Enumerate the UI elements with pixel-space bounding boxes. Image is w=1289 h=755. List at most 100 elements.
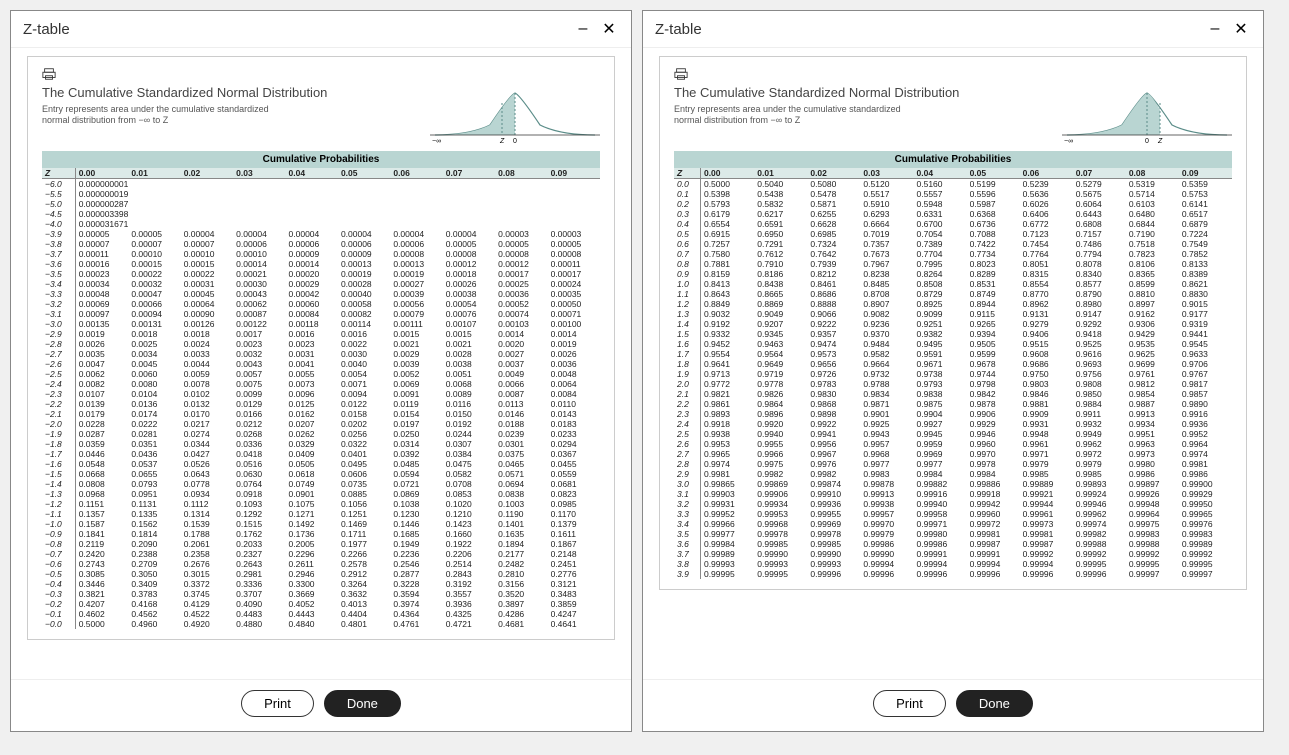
table-wrap-left: Cumulative Probabilities Z0.000.010.020.… <box>42 151 600 629</box>
table-row: −0.90.18410.18140.17880.17620.17360.1711… <box>42 529 600 539</box>
table-row: −0.50.30850.30500.30150.29810.29460.2912… <box>42 569 600 579</box>
column-header: Z <box>674 168 700 179</box>
svg-text:0: 0 <box>513 138 517 145</box>
table-row: −2.80.00260.00250.00240.00230.00230.0022… <box>42 339 600 349</box>
column-header: 0.05 <box>967 168 1020 179</box>
table-row: 1.00.84130.84380.84610.84850.85080.85310… <box>674 279 1232 289</box>
table-row: −4.00.000031671 <box>42 219 600 229</box>
table-row: 2.20.98610.98640.98680.98710.98750.98780… <box>674 399 1232 409</box>
table-row: 2.40.99180.99200.99220.99250.99270.99290… <box>674 419 1232 429</box>
column-header: 0.09 <box>548 168 600 179</box>
table-row: −2.20.01390.01360.01320.01290.01250.0122… <box>42 399 600 409</box>
table-row: 1.60.94520.94630.94740.94840.94950.95050… <box>674 339 1232 349</box>
table-row: 0.00.50000.50400.50800.51200.51600.51990… <box>674 179 1232 190</box>
table-row: −0.20.42070.41680.41290.40900.40520.4013… <box>42 599 600 609</box>
column-header: 0.01 <box>128 168 180 179</box>
column-header: 0.05 <box>338 168 390 179</box>
print-button[interactable]: Print <box>873 690 946 717</box>
close-icon[interactable]: ✕ <box>1231 19 1251 39</box>
minimize-icon[interactable]: – <box>1205 19 1225 39</box>
table-row: −1.70.04460.04360.04270.04180.04090.0401… <box>42 449 600 459</box>
dist-sub2: normal distribution from −∞ to Z <box>674 115 1042 126</box>
table-row: 2.00.97720.97780.97830.97880.97930.97980… <box>674 379 1232 389</box>
close-icon[interactable]: ✕ <box>599 19 619 39</box>
content-area: The Cumulative Standardized Normal Distr… <box>11 47 631 679</box>
table-row: −2.90.00190.00180.00180.00170.00160.0016… <box>42 329 600 339</box>
done-button[interactable]: Done <box>956 690 1033 717</box>
table-row: −0.40.34460.34090.33720.33360.33000.3264… <box>42 579 600 589</box>
footer: Print Done <box>643 679 1263 731</box>
table-row: 2.10.98210.98260.98300.98340.98380.98420… <box>674 389 1232 399</box>
table-row: −2.10.01790.01740.01700.01660.01620.0158… <box>42 409 600 419</box>
table-row: −1.80.03590.03510.03440.03360.03290.0322… <box>42 439 600 449</box>
column-header: 0.06 <box>1020 168 1073 179</box>
table-row: 0.40.65540.65910.66280.66640.67000.67360… <box>674 219 1232 229</box>
printer-icon[interactable] <box>42 67 56 81</box>
table-row: 2.50.99380.99400.99410.99430.99450.99460… <box>674 429 1232 439</box>
table-row: 1.40.91920.92070.92220.92360.92510.92650… <box>674 319 1232 329</box>
table-row: −2.50.00620.00600.00590.00570.00550.0054… <box>42 369 600 379</box>
dist-sub2: normal distribution from −∞ to Z <box>42 115 410 126</box>
table-row: −1.90.02870.02810.02740.02680.02620.0256… <box>42 429 600 439</box>
table-row: 0.60.72570.72910.73240.73570.73890.74220… <box>674 239 1232 249</box>
dist-title: The Cumulative Standardized Normal Distr… <box>674 85 1042 100</box>
table-row: 0.10.53980.54380.54780.55170.55570.55960… <box>674 189 1232 199</box>
table-row: 0.30.61790.62170.62550.62930.63310.63680… <box>674 209 1232 219</box>
table-row: −3.30.000480.000470.000450.000430.000420… <box>42 289 600 299</box>
column-header: 0.08 <box>495 168 547 179</box>
svg-text:−∞: −∞ <box>1064 138 1073 145</box>
column-header: 0.07 <box>443 168 495 179</box>
content-area: The Cumulative Standardized Normal Distr… <box>643 47 1263 679</box>
table-row: −6.00.000000001 <box>42 179 600 190</box>
table-row: −3.00.001350.001310.001260.001220.001180… <box>42 319 600 329</box>
minimize-icon[interactable]: – <box>573 19 593 39</box>
table-row: −3.20.000690.000660.000640.000620.000600… <box>42 299 600 309</box>
table-row: −3.50.000230.000220.000220.000210.000200… <box>42 269 600 279</box>
column-header: 0.03 <box>860 168 913 179</box>
column-header: 0.04 <box>286 168 338 179</box>
table-row: −2.60.00470.00450.00440.00430.00410.0040… <box>42 359 600 369</box>
table-row: 0.20.57930.58320.58710.59100.59480.59870… <box>674 199 1232 209</box>
table-row: −0.80.21190.20900.20610.20330.20050.1977… <box>42 539 600 549</box>
table-row: 1.20.88490.88690.88880.89070.89250.89440… <box>674 299 1232 309</box>
printer-icon[interactable] <box>674 67 688 81</box>
print-button[interactable]: Print <box>241 690 314 717</box>
column-header: 0.01 <box>754 168 807 179</box>
table-row: −0.00.50000.49600.49200.48800.48400.4801… <box>42 619 600 629</box>
normal-curve-left: −∞ Z 0 <box>430 85 600 145</box>
table-row: −5.50.000000019 <box>42 189 600 199</box>
table-row: 1.30.90320.90490.90660.90820.90990.91150… <box>674 309 1232 319</box>
dist-title: The Cumulative Standardized Normal Distr… <box>42 85 410 100</box>
table-row: −1.30.09680.09510.09340.09180.09010.0885… <box>42 489 600 499</box>
table-row: 3.10.999030.999060.999100.999130.999160.… <box>674 489 1232 499</box>
titlebar: Z-table – ✕ <box>643 11 1263 47</box>
table-row: 3.00.998650.998690.998740.998780.998820.… <box>674 479 1232 489</box>
window-title: Z-table <box>23 21 567 38</box>
table-row: −0.70.24200.23880.23580.23270.22960.2266… <box>42 549 600 559</box>
table-wrap-right: Cumulative Probabilities Z0.000.010.020.… <box>674 151 1232 579</box>
window-title: Z-table <box>655 21 1199 38</box>
table-row: 2.60.99530.99550.99560.99570.99590.99600… <box>674 439 1232 449</box>
dist-sub1: Entry represents area under the cumulati… <box>674 104 1042 115</box>
page: The Cumulative Standardized Normal Distr… <box>659 56 1247 590</box>
column-header: 0.02 <box>807 168 860 179</box>
table-row: 3.30.999520.999530.999550.999570.999580.… <box>674 509 1232 519</box>
table-row: −2.70.00350.00340.00330.00320.00310.0030… <box>42 349 600 359</box>
table-row: 3.50.999770.999780.999780.999790.999800.… <box>674 529 1232 539</box>
table-row: 1.70.95540.95640.95730.95820.95910.95990… <box>674 349 1232 359</box>
column-header: 0.07 <box>1073 168 1126 179</box>
table-row: −5.00.000000287 <box>42 199 600 209</box>
table-row: −0.10.46020.45620.45220.44830.44430.4404… <box>42 609 600 619</box>
table-row: −1.20.11510.11310.11120.10930.10750.1056… <box>42 499 600 509</box>
table-row: 3.60.999840.999850.999850.999860.999860.… <box>674 539 1232 549</box>
ztable-positive: Z0.000.010.020.030.040.050.060.070.080.0… <box>674 168 1232 579</box>
table-row: −3.70.000110.000100.000100.000100.000090… <box>42 249 600 259</box>
ztable-negative: Z0.000.010.020.030.040.050.060.070.080.0… <box>42 168 600 629</box>
dist-sub1: Entry represents area under the cumulati… <box>42 104 410 115</box>
done-button[interactable]: Done <box>324 690 401 717</box>
svg-text:0: 0 <box>1145 138 1149 145</box>
table-row: −1.60.05480.05370.05260.05160.05050.0495… <box>42 459 600 469</box>
table-row: 2.80.99740.99750.99760.99770.99770.99780… <box>674 459 1232 469</box>
column-header: 0.00 <box>75 168 128 179</box>
table-row: −2.00.02280.02220.02170.02120.02070.0202… <box>42 419 600 429</box>
